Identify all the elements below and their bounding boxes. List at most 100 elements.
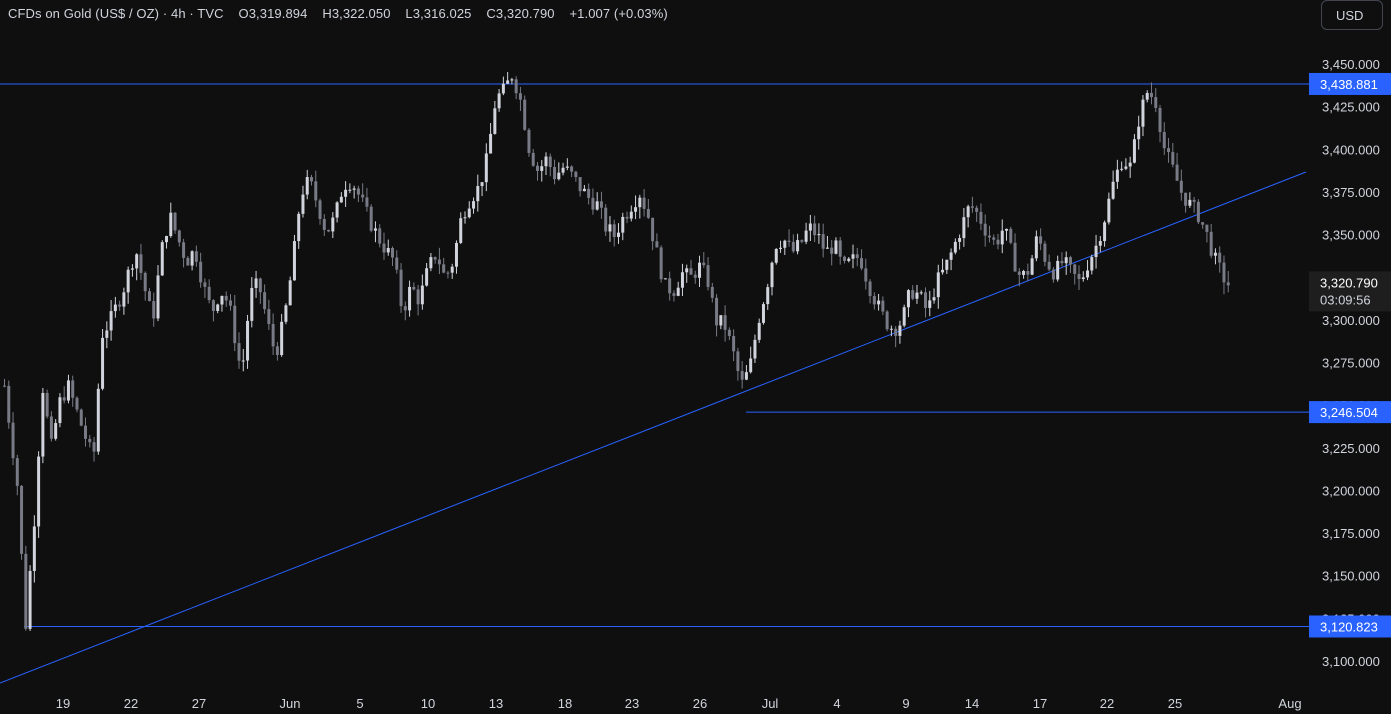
candle-body <box>305 177 309 195</box>
candle-body <box>535 165 539 171</box>
candle-body <box>706 265 710 287</box>
legend-separator: · <box>189 6 194 21</box>
y-axis-tick-label: 3,350.000 <box>1322 228 1380 243</box>
candle-body <box>531 152 535 166</box>
candle-body <box>1213 252 1217 256</box>
candle-body <box>715 297 719 326</box>
candle-body <box>1030 258 1034 275</box>
candle-body <box>740 370 744 380</box>
currency-button[interactable]: USD <box>1321 0 1383 30</box>
candle-body <box>970 206 974 208</box>
candle-body <box>1086 270 1090 278</box>
candle-body <box>881 300 885 312</box>
candle-body <box>693 274 697 278</box>
candle-body <box>911 290 915 299</box>
symbol-legend: CFDs on Gold (US$ / OZ) · 4h · TVC O3,31… <box>8 6 668 21</box>
candle-body <box>207 286 211 301</box>
candle-body <box>271 323 275 347</box>
candle-body <box>719 315 723 326</box>
last-price-tag <box>1309 271 1391 312</box>
candle-body <box>804 230 808 242</box>
y-axis-tick-label: 3,300.000 <box>1322 313 1380 328</box>
candle-body <box>344 189 348 197</box>
candle-body <box>369 206 373 231</box>
legend-separator: · <box>162 6 168 21</box>
candle-body <box>813 223 817 236</box>
y-axis-tick-label: 3,225.000 <box>1322 441 1380 456</box>
candle-body <box>11 422 15 459</box>
candle-body <box>152 301 156 319</box>
candle-body <box>339 196 343 203</box>
price-level-tag[interactable] <box>1309 401 1391 424</box>
candle-body <box>241 360 245 362</box>
y-axis-tick-label: 3,175.000 <box>1322 526 1380 541</box>
candle-body <box>1013 242 1017 272</box>
candle-body <box>1090 257 1094 271</box>
candle-body <box>143 272 147 292</box>
change-value: +1.007 (+0.03%) <box>569 6 668 21</box>
interval-label[interactable]: 4h <box>170 6 186 21</box>
candle-body <box>501 83 505 94</box>
candle-body <box>1039 236 1043 244</box>
candle-body <box>655 241 659 248</box>
candle-body <box>1077 273 1081 280</box>
candle-body <box>1196 201 1200 223</box>
candle-body <box>480 182 484 187</box>
candle-body <box>1081 277 1085 280</box>
symbol-name[interactable]: CFDs on Gold (US$ / OZ) <box>8 6 160 21</box>
candle-body <box>1111 181 1115 199</box>
candle-body <box>1034 236 1038 259</box>
y-axis-tick-label: 3,100.000 <box>1322 654 1380 669</box>
x-axis-tick-label: 5 <box>356 696 363 711</box>
candle-body <box>395 257 399 270</box>
candle-body <box>1137 126 1141 140</box>
price-level-tag[interactable] <box>1309 72 1391 95</box>
candle-body <box>540 166 544 171</box>
candle-body <box>203 282 207 287</box>
candle-body <box>1184 192 1188 206</box>
candle-body <box>702 262 706 266</box>
price-level-tag[interactable] <box>1309 615 1391 638</box>
candle-body <box>906 290 910 308</box>
candle-body <box>1128 162 1132 167</box>
currency-label: USD <box>1336 7 1364 23</box>
candle-body <box>872 296 876 305</box>
candle-body <box>992 237 996 240</box>
candle-body <box>514 79 518 94</box>
candle-body <box>924 292 927 308</box>
candle-body <box>847 258 851 261</box>
candle-body <box>1005 228 1009 231</box>
candle-body <box>96 388 100 452</box>
x-axis-tick-label: 9 <box>902 696 909 711</box>
candle-body <box>506 80 510 84</box>
candle-body <box>66 380 70 401</box>
candle-body <box>454 242 458 267</box>
candle-body <box>557 172 561 180</box>
x-axis-tick-label: 10 <box>421 696 435 711</box>
trendline[interactable] <box>0 171 1307 684</box>
candle-body <box>570 166 574 172</box>
candle-body <box>864 268 868 282</box>
high-label: H <box>322 6 332 21</box>
candle-body <box>668 278 672 294</box>
candle-body <box>1226 282 1230 286</box>
candle-body <box>62 397 66 401</box>
candle-body <box>1107 198 1111 223</box>
candle-body <box>484 153 488 183</box>
candle-body <box>412 286 416 290</box>
candle-body <box>953 241 957 253</box>
x-axis-tick-label: 19 <box>56 696 70 711</box>
candle-body <box>382 243 386 253</box>
candle-body <box>49 416 53 439</box>
candle-body <box>710 286 714 298</box>
candle-body <box>58 397 62 424</box>
candle-body <box>41 392 45 457</box>
candle-body <box>216 304 220 311</box>
candle-body <box>1022 270 1026 275</box>
candle-body <box>391 248 395 258</box>
candle-body <box>288 280 292 306</box>
candle-body <box>211 300 215 311</box>
candle-body <box>898 325 902 336</box>
